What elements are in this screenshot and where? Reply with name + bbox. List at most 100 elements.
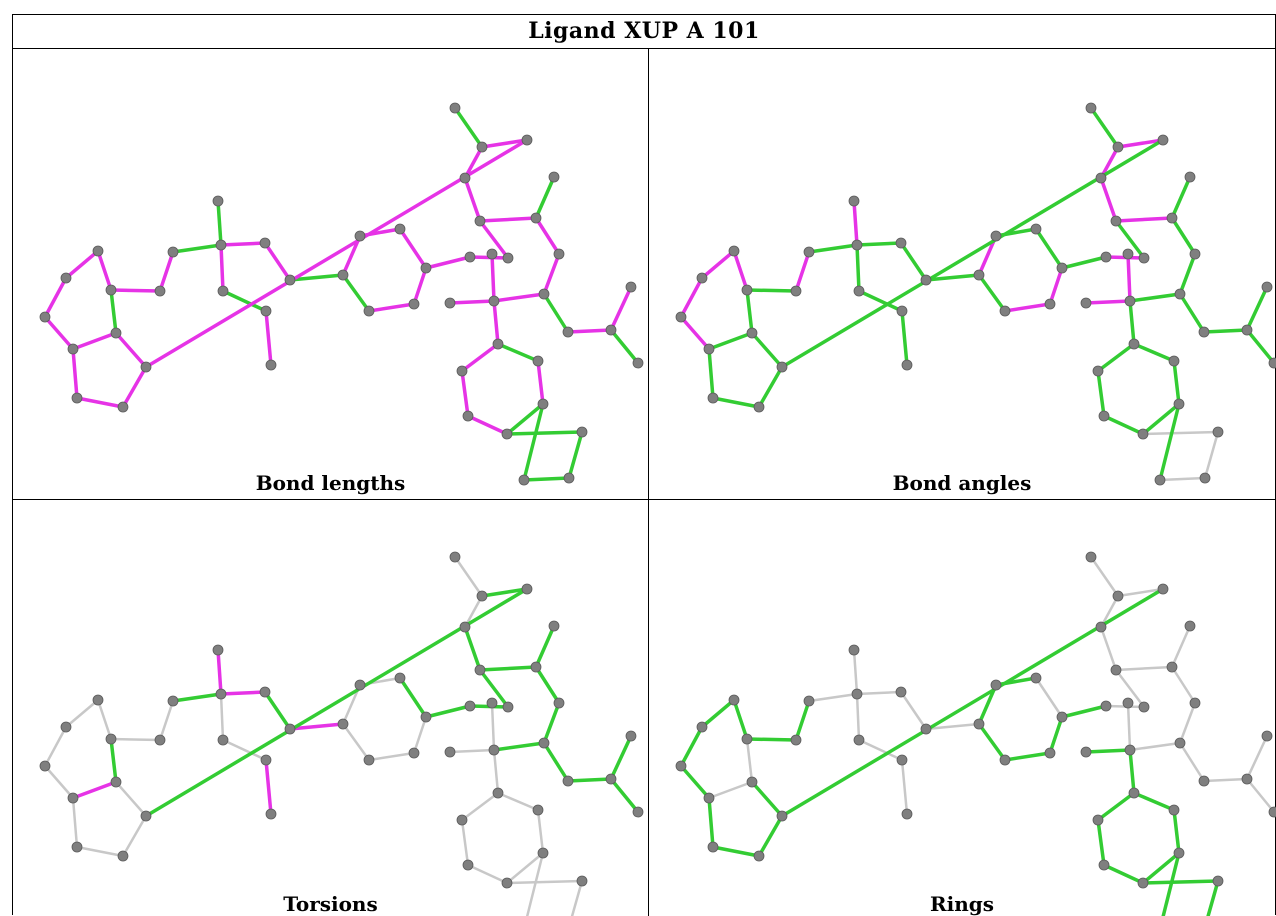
atom xyxy=(803,246,815,258)
atom xyxy=(776,810,788,822)
bond xyxy=(463,594,484,629)
atom xyxy=(501,877,513,889)
atom xyxy=(1095,621,1107,633)
bond xyxy=(64,698,100,729)
bond xyxy=(536,808,545,855)
atom xyxy=(790,285,802,297)
bond xyxy=(412,266,428,306)
atom xyxy=(92,245,104,257)
bond xyxy=(534,665,561,705)
atom xyxy=(1122,248,1134,260)
atom xyxy=(474,664,486,676)
bond xyxy=(534,175,556,220)
atom xyxy=(154,285,166,297)
atom xyxy=(215,239,227,251)
atom xyxy=(1241,324,1253,336)
atom xyxy=(420,711,432,723)
atom xyxy=(110,776,122,788)
atom xyxy=(696,721,708,733)
bond xyxy=(1102,863,1145,885)
atom xyxy=(530,661,542,673)
bond xyxy=(505,430,584,436)
bond xyxy=(478,216,538,223)
molecule-diagram xyxy=(39,551,644,916)
atom xyxy=(1189,697,1201,709)
bond xyxy=(1102,414,1145,436)
atom xyxy=(117,850,129,862)
atom xyxy=(1184,620,1196,632)
atom xyxy=(1184,171,1196,183)
bond xyxy=(1178,292,1206,334)
atom xyxy=(1198,775,1210,787)
atom xyxy=(562,775,574,787)
bond xyxy=(460,369,470,418)
bond xyxy=(158,699,175,742)
bond xyxy=(1161,851,1181,916)
atom xyxy=(746,776,758,788)
bond xyxy=(398,676,428,719)
bond xyxy=(679,725,704,768)
page-title: Ligand XUP A 101 xyxy=(528,18,760,44)
bond xyxy=(1170,175,1192,220)
atom xyxy=(1095,172,1107,184)
atom xyxy=(394,223,406,235)
bond xyxy=(977,273,1007,313)
bond xyxy=(109,737,118,784)
bond xyxy=(1048,715,1064,755)
bond xyxy=(1202,777,1249,783)
bond xyxy=(490,252,496,303)
bond xyxy=(505,851,545,885)
atom xyxy=(848,195,860,207)
bond xyxy=(855,243,861,293)
bond xyxy=(288,722,345,731)
atom xyxy=(707,841,719,853)
atom xyxy=(265,808,277,820)
atom xyxy=(502,252,514,264)
bond xyxy=(492,748,500,795)
atom xyxy=(1122,697,1134,709)
bond xyxy=(424,255,472,270)
atom xyxy=(1092,365,1104,377)
panel-caption: Rings xyxy=(929,892,994,916)
atom xyxy=(696,272,708,284)
bond xyxy=(542,701,561,745)
atom xyxy=(1268,806,1276,818)
bond xyxy=(1128,741,1182,752)
atom xyxy=(110,327,122,339)
atom xyxy=(265,359,277,371)
atom xyxy=(337,718,349,730)
atom xyxy=(990,679,1002,691)
bond xyxy=(453,106,484,149)
atom xyxy=(1128,338,1140,350)
atom xyxy=(449,102,461,114)
bond xyxy=(609,328,640,365)
atom xyxy=(632,806,644,818)
atom xyxy=(1174,737,1186,749)
atom xyxy=(1166,661,1178,673)
bond xyxy=(264,758,273,816)
atom xyxy=(1085,551,1097,563)
atom xyxy=(1212,426,1224,438)
bond xyxy=(71,796,79,849)
atom xyxy=(1128,787,1140,799)
atom xyxy=(1110,664,1122,676)
bond xyxy=(1099,176,1118,223)
bond xyxy=(463,625,482,672)
bond xyxy=(216,199,223,247)
bond xyxy=(1099,145,1120,180)
atom xyxy=(625,281,637,293)
bond xyxy=(496,791,540,812)
bond xyxy=(1141,879,1220,885)
bond xyxy=(1048,266,1064,306)
bond xyxy=(219,241,267,247)
atom xyxy=(538,288,550,300)
atom xyxy=(1268,357,1276,369)
bond xyxy=(1206,879,1220,916)
bond xyxy=(71,331,118,351)
atom xyxy=(456,365,468,377)
atom xyxy=(259,686,271,698)
bond xyxy=(1158,476,1207,482)
bond xyxy=(542,741,570,783)
atom xyxy=(1154,474,1166,486)
bond xyxy=(1084,299,1132,305)
